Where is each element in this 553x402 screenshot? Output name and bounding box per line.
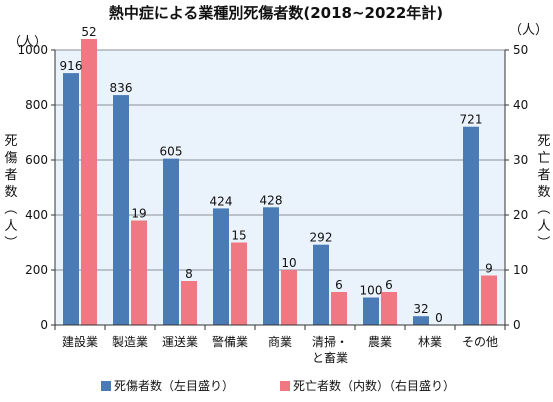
- category-label: 清掃・: [312, 334, 348, 349]
- left-axis-title-char: 数: [4, 185, 17, 200]
- data-label-deaths: 9: [485, 262, 493, 276]
- right-tick-label: 40: [513, 98, 528, 112]
- category-labels: 建設業 製造業 運送業 警備業 商業 清掃・と畜業 農業 林業 その他: [62, 334, 498, 365]
- right-tick-label: 30: [513, 153, 528, 167]
- data-label-casualties: 428: [260, 193, 283, 207]
- left-axis-title-char: ）: [2, 235, 17, 248]
- right-tick-label: 10: [513, 263, 528, 277]
- data-label-casualties: 100: [360, 284, 383, 298]
- bar-casualties: [63, 73, 79, 325]
- category-label: と畜業: [312, 350, 348, 365]
- category-label: 運送業: [162, 334, 198, 349]
- left-axis-title-char: （: [2, 201, 17, 214]
- left-axis-title-char: 死: [4, 134, 17, 149]
- bar-deaths: [181, 281, 197, 325]
- category-label: 建設業: [62, 334, 98, 349]
- data-label-deaths: 15: [231, 229, 246, 243]
- left-tick-label: 1000: [17, 43, 48, 57]
- left-tick-label: 400: [25, 208, 48, 222]
- bar-deaths: [131, 220, 147, 325]
- bars: [63, 39, 497, 325]
- gridlines: [55, 49, 505, 271]
- right-tick-label: 0: [513, 318, 521, 332]
- left-tick-label: 200: [25, 263, 48, 277]
- category-label: 製造業: [112, 335, 148, 349]
- bar-casualties: [413, 316, 429, 325]
- left-axis-title: 死傷者数（ 人）: [2, 134, 18, 249]
- bar-casualties: [313, 244, 329, 325]
- category-label: 農業: [368, 335, 392, 349]
- bar-deaths: [231, 242, 247, 325]
- right-tick-label: 20: [513, 208, 528, 222]
- bar-deaths: [281, 270, 297, 325]
- legend-swatch-casualties: [101, 381, 111, 391]
- category-label: 林業: [418, 335, 442, 349]
- left-unit-label: （人）: [8, 35, 47, 50]
- bar-deaths: [331, 292, 347, 325]
- left-axis-title-char: 人: [4, 219, 17, 234]
- data-label-deaths: 6: [385, 278, 393, 292]
- data-label-casualties: 32: [413, 302, 428, 316]
- category-label: 警備業: [212, 334, 248, 349]
- legend-label-deaths: 死亡者数（内数）（右目盛り）: [293, 378, 455, 393]
- legend: 死傷者数（左目盛り） 死亡者数（内数）（右目盛り）: [101, 378, 455, 393]
- legend-swatch-deaths: [280, 381, 290, 391]
- bar-deaths: [481, 275, 497, 325]
- data-label-casualties: 916: [60, 59, 83, 73]
- left-axis-title-char: 者: [4, 168, 17, 183]
- left-tick-label: 800: [25, 98, 48, 112]
- legend-label-casualties: 死傷者数（左目盛り）: [114, 378, 234, 393]
- right-axis-title-char: 人: [537, 219, 550, 234]
- category-label: 商業: [268, 334, 292, 349]
- category-label: その他: [462, 335, 498, 349]
- data-label-casualties: 605: [160, 145, 183, 159]
- bar-casualties: [163, 158, 179, 325]
- right-axis-title-char: 亡: [537, 151, 550, 166]
- left-axis-title-char: 傷: [4, 151, 17, 166]
- right-axis-title-char: （: [535, 201, 550, 214]
- right-axis-title: 死亡者数（ 人）: [535, 134, 551, 249]
- bar-casualties: [113, 95, 129, 325]
- bar-casualties: [363, 297, 379, 325]
- right-axis-title-char: 数: [537, 185, 550, 200]
- data-label-deaths: 6: [335, 278, 343, 292]
- plot-area: [55, 50, 505, 325]
- right-axis-title-char: 死: [537, 134, 550, 149]
- right-tick-label: 50: [513, 43, 528, 57]
- data-label-casualties: 721: [460, 113, 483, 127]
- right-axis-title-char: 者: [537, 168, 550, 183]
- left-tick-label: 0: [40, 318, 48, 332]
- data-label-deaths: 19: [131, 207, 146, 221]
- bar-casualties: [213, 208, 229, 325]
- data-label-deaths: 8: [185, 267, 193, 281]
- right-unit-label: （人）: [509, 23, 548, 38]
- bar-casualties: [463, 126, 479, 325]
- chart-title: 熱中症による業種別死傷者数(2018~2022年計): [109, 4, 443, 22]
- data-label-casualties: 424: [210, 194, 233, 208]
- data-label-deaths: 0: [435, 311, 443, 325]
- left-tick-label: 600: [25, 153, 48, 167]
- right-axis-title-char: ）: [535, 235, 550, 248]
- bar-deaths: [81, 39, 97, 325]
- data-label-deaths: 52: [81, 25, 96, 39]
- data-label-casualties: 292: [310, 231, 333, 245]
- data-label-casualties: 836: [110, 81, 133, 95]
- bar-deaths: [381, 292, 397, 325]
- bar-casualties: [263, 207, 279, 325]
- data-label-deaths: 10: [281, 256, 296, 270]
